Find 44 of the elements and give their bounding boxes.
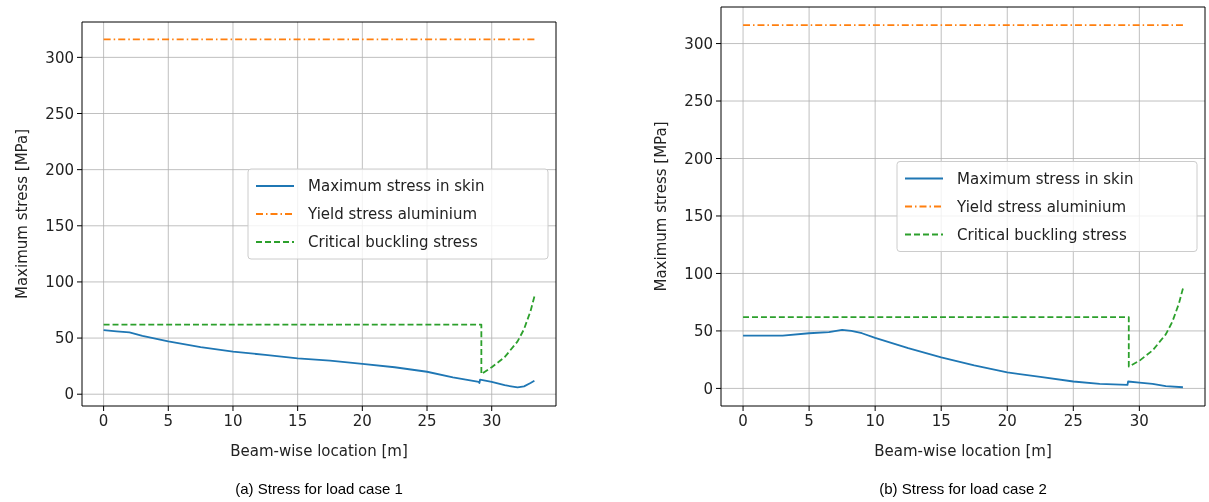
x-tick-label: 5: [163, 412, 174, 430]
y-axis-title: Maximum stress [MPa]: [13, 128, 31, 300]
text: (b) Stress for load case 2: [879, 480, 1047, 497]
y-tick-label: 0: [703, 379, 713, 398]
x-axis-title: Beam-wise location [m]: [230, 442, 408, 460]
y-tick-label: 50: [693, 322, 713, 341]
x-tick-label: 5: [804, 412, 814, 430]
y-tick-label: 0: [64, 385, 74, 404]
legend-label: Critical buckling stress: [957, 225, 1127, 244]
x-tick-label: 25: [1063, 412, 1083, 430]
x-tick-label: 0: [98, 412, 109, 430]
x-tick-label: 20: [352, 412, 372, 430]
x-tick-label: 10: [865, 412, 885, 430]
y-tick-label: 250: [684, 92, 713, 111]
y-tick-label: 250: [45, 104, 74, 123]
x-tick-label: 0: [738, 412, 748, 430]
x-axis-title: Beam-wise location [m]: [874, 442, 1052, 460]
y-tick-label: 100: [684, 264, 713, 283]
y-tick-label: 200: [684, 149, 713, 168]
line-series: [742, 328, 1184, 389]
y-tick-label: 300: [45, 48, 74, 67]
legend-label: Yield stress aluminium: [956, 197, 1127, 216]
y-axis-title: Maximum stress [MPa]: [652, 121, 670, 292]
legend-label: Maximum stress in skin: [957, 169, 1134, 188]
y-tick-label: 150: [45, 217, 74, 236]
text: (a) Stress for load case 1: [235, 480, 403, 497]
x-tick-label: 15: [288, 412, 308, 430]
x-tick-label: 30: [482, 412, 502, 430]
line-series: [102, 295, 536, 375]
y-tick-label: 50: [54, 329, 74, 348]
x-tick-label: 10: [223, 412, 243, 430]
line-series: [742, 287, 1184, 368]
line-series: [102, 329, 536, 389]
legend-label: Yield stress aluminium: [307, 205, 478, 224]
x-tick-label: 20: [997, 412, 1017, 430]
x-tick-label: 30: [1129, 412, 1149, 430]
x-tick-label: 25: [417, 412, 437, 430]
x-tick-label: 15: [931, 412, 951, 430]
y-tick-label: 200: [45, 160, 74, 179]
legend-label: Maximum stress in skin: [308, 177, 485, 196]
legend-label: Critical buckling stress: [308, 233, 478, 252]
y-tick-label: 100: [45, 273, 74, 292]
y-tick-label: 300: [684, 34, 713, 53]
y-tick-label: 150: [684, 207, 713, 226]
